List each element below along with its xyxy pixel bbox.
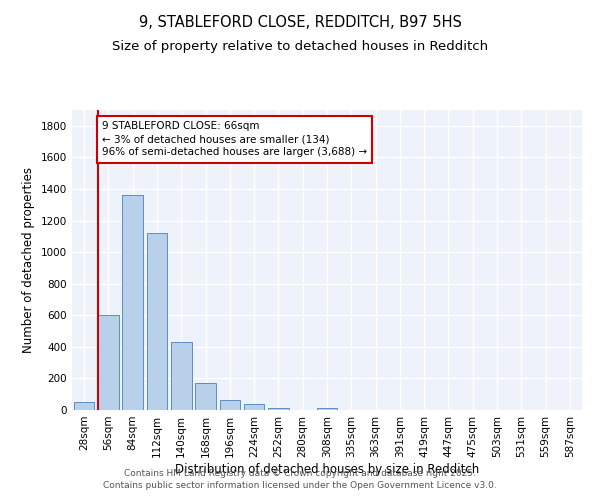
Bar [244, 404, 265, 410]
Text: 9 STABLEFORD CLOSE: 66sqm
← 3% of detached houses are smaller (134)
96% of semi-: 9 STABLEFORD CLOSE: 66sqm ← 3% of detach… [102, 121, 367, 158]
Bar [146, 233, 167, 410]
Bar [268, 408, 289, 410]
Text: 9, STABLEFORD CLOSE, REDDITCH, B97 5HS: 9, STABLEFORD CLOSE, REDDITCH, B97 5HS [139, 15, 461, 30]
Text: Size of property relative to detached houses in Redditch: Size of property relative to detached ho… [112, 40, 488, 53]
Text: Contains HM Land Registry data © Crown copyright and database right 2025.
Contai: Contains HM Land Registry data © Crown c… [103, 468, 497, 490]
Bar [195, 383, 216, 410]
X-axis label: Distribution of detached houses by size in Redditch: Distribution of detached houses by size … [175, 462, 479, 475]
Bar [317, 408, 337, 410]
Bar [74, 402, 94, 410]
Bar [122, 196, 143, 410]
Y-axis label: Number of detached properties: Number of detached properties [22, 167, 35, 353]
Bar [98, 316, 119, 410]
Bar [171, 342, 191, 410]
Bar [220, 400, 240, 410]
